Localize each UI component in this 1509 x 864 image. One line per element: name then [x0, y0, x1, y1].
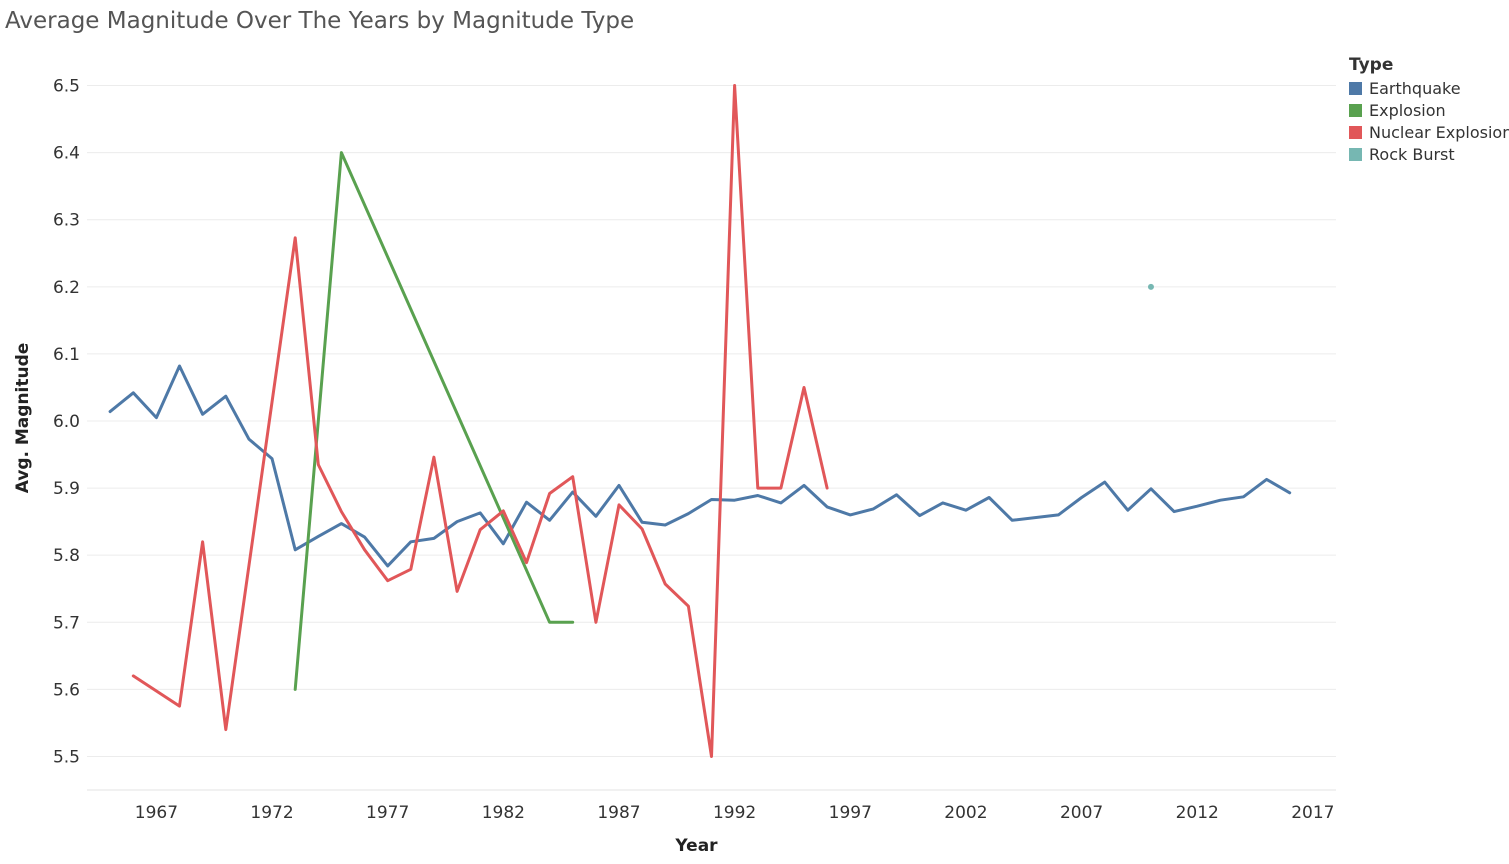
- series-explosion: [293, 151, 575, 691]
- series-line-explosion: [293, 151, 575, 691]
- y-tick-label: 6.3: [53, 211, 80, 231]
- legend-swatch: [1349, 125, 1362, 139]
- x-tick-label: 1967: [135, 803, 178, 823]
- legend-title: Type: [1349, 55, 1394, 75]
- y-axis-ticks: 5.5 5.6 5.7 5.8 5.9 6.0 6.1 6.2 6.3 6.4 6.5: [53, 77, 80, 768]
- legend-item-earthquake[interactable]: Earthquake: [1349, 77, 1509, 99]
- y-axis-title: Avg. Magnitude: [13, 343, 33, 494]
- x-tick-label: 1977: [366, 803, 409, 823]
- legend-label: Earthquake: [1369, 78, 1461, 98]
- legend-items: Earthquake Explosion Nuclear Explosion Rock…: [1349, 77, 1509, 165]
- x-tick-label: 2007: [1060, 803, 1103, 823]
- gridlines: [87, 85, 1336, 791]
- y-tick-label: 6.1: [53, 345, 80, 365]
- legend: Type Earthquake Explosion Nuclear Explosio…: [1349, 55, 1509, 165]
- x-tick-label: 2002: [944, 803, 987, 823]
- line-chart: 5.55.65.75.85.96.06.16.26.36.46.5 1967 19…: [13, 77, 1336, 856]
- x-tick-label: 2012: [1176, 803, 1219, 823]
- data-point: [1147, 283, 1154, 290]
- legend-label: Rock Burst: [1369, 144, 1455, 164]
- x-tick-label: 2017: [1291, 803, 1334, 823]
- legend-item-rock-burst[interactable]: Rock Burst: [1349, 143, 1509, 165]
- x-tick-label: 1987: [597, 803, 640, 823]
- series-line-earthquake: [108, 364, 1292, 568]
- x-tick-label: 1982: [482, 803, 525, 823]
- series-rock-burst: [1147, 283, 1154, 290]
- series-layer: [108, 84, 1292, 758]
- legend-item-explosion[interactable]: Explosion: [1349, 99, 1509, 121]
- series-earthquake: [108, 364, 1292, 568]
- y-tick-label: 5.7: [53, 613, 80, 633]
- legend-label: Explosion: [1369, 100, 1446, 120]
- legend-item-nuclear-explosion[interactable]: Nuclear Explosion: [1349, 121, 1509, 143]
- y-tick-label: 5.5: [53, 747, 80, 767]
- x-tick-label: 1972: [250, 803, 293, 823]
- x-tick-label: 1997: [829, 803, 872, 823]
- legend-label: Nuclear Explosion: [1369, 122, 1509, 142]
- legend-swatch: [1349, 103, 1362, 117]
- y-tick-label: 6.2: [53, 278, 80, 298]
- y-tick-label: 5.6: [53, 680, 80, 700]
- chart-title: Average Magnitude Over The Years by Magn…: [5, 8, 635, 34]
- x-axis-ticks: 1967 1972 1977 1982 1987 1992 1997 2002 2007 2012…: [135, 803, 1335, 823]
- y-tick-label: 5.9: [53, 479, 80, 499]
- x-axis-title: Year: [674, 836, 718, 856]
- series-line-nuclear-explosion: [131, 84, 829, 758]
- legend-swatch: [1349, 81, 1362, 95]
- legend-swatch: [1349, 147, 1362, 161]
- x-tick-label: 1992: [713, 803, 756, 823]
- y-tick-label: 5.8: [53, 546, 80, 566]
- y-tick-label: 6.0: [53, 412, 80, 432]
- series-nuclear-explosion: [131, 84, 829, 758]
- y-tick-label: 6.4: [53, 144, 80, 164]
- y-tick-label: 6.5: [53, 77, 80, 97]
